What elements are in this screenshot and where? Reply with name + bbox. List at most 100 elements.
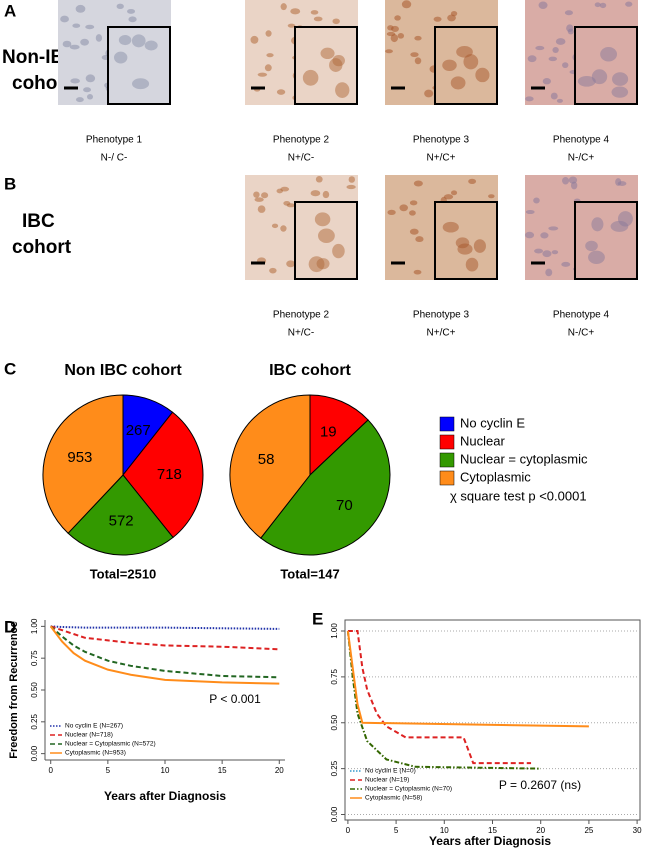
nucleus [566, 24, 574, 33]
nucleus [276, 188, 283, 194]
nucleus [561, 261, 571, 267]
x-tick-label: 30 [633, 826, 642, 835]
legend-label: Cytoplasmic (N=953) [65, 750, 126, 757]
nucleus [564, 10, 573, 16]
image-caption: Phenotype 2 [273, 135, 330, 146]
nucleus [86, 94, 94, 100]
nucleus [548, 226, 559, 231]
pie-slice [42, 394, 124, 534]
nucleus [552, 47, 559, 53]
annotation: P < 0.001 [209, 692, 261, 706]
nucleus [600, 46, 618, 62]
survival-curve [50, 625, 280, 651]
nucleus [534, 248, 544, 254]
slice-label: 70 [336, 497, 353, 514]
legend-swatch [439, 434, 455, 450]
nucleus [332, 55, 345, 67]
nucleus [409, 228, 419, 235]
nucleus [591, 217, 604, 232]
nucleus [332, 18, 340, 25]
legend-swatch [439, 470, 455, 486]
nucleus [118, 34, 132, 46]
nucleus [313, 16, 323, 22]
nucleus [594, 2, 601, 8]
x-tick-label: 25 [584, 826, 593, 835]
x-tick-label: 20 [536, 826, 545, 835]
panel-letter: B [4, 174, 16, 193]
nucleus [463, 54, 479, 70]
slice-label: 718 [157, 466, 182, 483]
inset [294, 26, 358, 105]
nucleus [75, 97, 84, 103]
nucleus [114, 51, 128, 64]
x-tick-label: 15 [218, 766, 227, 775]
nucleus [132, 78, 150, 90]
y-tick-label: 0.50 [30, 682, 39, 698]
x-axis-label: Years after Diagnosis [429, 834, 551, 848]
x-tick-label: 10 [440, 826, 449, 835]
nucleus [533, 197, 540, 204]
nucleus [75, 4, 86, 13]
survival-curve [346, 630, 589, 728]
y-tick-label: 0.75 [330, 669, 339, 685]
nucleus [387, 209, 396, 216]
pie-slice [67, 474, 174, 556]
nucleus [612, 72, 629, 86]
survival-curve [50, 625, 280, 630]
image-caption: Phenotype 1 [86, 135, 143, 146]
nucleus [538, 1, 548, 9]
slice-label: 19 [320, 423, 337, 440]
survival-curve [346, 630, 541, 770]
nucleus [286, 203, 295, 208]
nucleus [414, 35, 422, 41]
nucleus [447, 14, 456, 22]
panel-letter: C [4, 359, 16, 378]
x-tick-label: 0 [346, 826, 351, 835]
nucleus [261, 192, 269, 199]
nucleus [542, 250, 552, 258]
nucleus [525, 96, 534, 102]
nucleus [348, 176, 355, 183]
x-tick-label: 5 [394, 826, 399, 835]
nucleus [144, 40, 158, 51]
nucleus [254, 197, 264, 202]
nucleus [433, 16, 442, 22]
nucleus [401, 0, 412, 9]
y-tick-label: 1.00 [330, 623, 339, 639]
x-tick-label: 10 [161, 766, 170, 775]
nucleus [450, 76, 466, 90]
nucleus [308, 256, 325, 273]
nucleus [414, 57, 422, 65]
nucleus [280, 3, 287, 11]
nucleus [290, 8, 301, 15]
image-code: N-/C+ [568, 328, 595, 339]
image-code: N+/C- [288, 153, 314, 164]
nucleus [585, 240, 598, 252]
y-tick-label: 0.00 [30, 745, 39, 761]
nucleus [450, 190, 458, 196]
survival-curve [50, 625, 280, 679]
nucleus [524, 231, 535, 239]
nucleus [525, 209, 535, 215]
slice-label: 572 [109, 512, 134, 529]
y-tick-label: 0.25 [30, 713, 39, 729]
nucleus [457, 243, 473, 255]
nucleus [335, 82, 350, 98]
nucleus [386, 31, 396, 37]
nucleus [555, 38, 566, 45]
nucleus [413, 269, 422, 275]
nucleus [617, 211, 633, 227]
image-caption: Phenotype 4 [553, 135, 610, 146]
nucleus [588, 250, 605, 264]
nucleus [468, 178, 477, 184]
nucleus [250, 35, 259, 44]
survival-curve [347, 630, 532, 765]
nucleus [315, 176, 323, 183]
pie-slice [229, 394, 311, 539]
panel-letter: A [4, 1, 16, 20]
image-caption: Phenotype 2 [273, 310, 330, 321]
legend-label: No cyclin E [460, 415, 525, 430]
nucleus [127, 8, 136, 14]
nucleus [128, 16, 137, 23]
image-caption: Phenotype 3 [413, 310, 470, 321]
